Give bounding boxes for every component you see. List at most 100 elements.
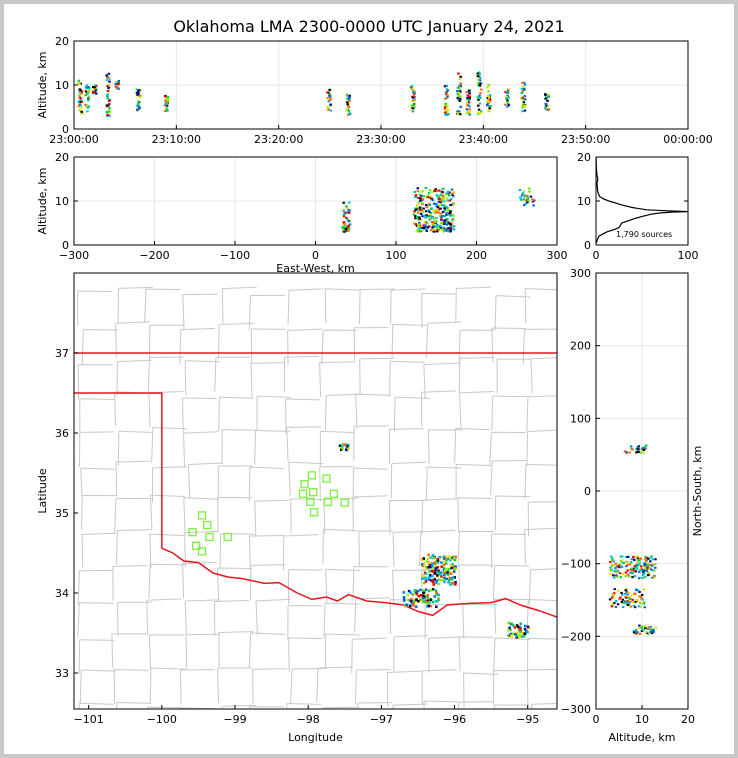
source-mark	[488, 107, 491, 110]
source-mark	[408, 599, 411, 602]
source-mark	[642, 601, 646, 604]
source-mark	[425, 228, 428, 231]
source-mark	[413, 589, 417, 593]
source-mark	[642, 451, 645, 454]
y-tick-label: 20	[55, 151, 69, 164]
source-mark	[507, 96, 510, 99]
source-mark	[519, 198, 523, 201]
source-mark	[449, 210, 452, 213]
source-mark	[544, 93, 547, 96]
source-mark	[643, 566, 647, 569]
county-boundary	[352, 495, 388, 532]
source-mark	[445, 228, 449, 231]
source-mark	[435, 591, 438, 595]
county-boundary	[351, 637, 387, 674]
source-mark	[345, 216, 348, 219]
county-boundary	[423, 362, 459, 399]
source-mark	[431, 226, 434, 229]
source-mark	[135, 104, 139, 107]
source-mark	[343, 223, 346, 226]
source-mark	[86, 92, 90, 95]
source-mark	[647, 626, 651, 629]
county-boundary	[358, 288, 395, 324]
county-boundary	[324, 393, 361, 430]
source-mark	[642, 449, 646, 452]
source-mark	[468, 97, 472, 100]
source-mark	[610, 605, 614, 608]
source-mark	[424, 580, 428, 583]
source-mark	[457, 91, 461, 94]
x-tick-label: −200	[139, 249, 169, 262]
source-mark	[505, 97, 509, 100]
source-mark	[79, 108, 82, 111]
source-mark	[545, 104, 548, 107]
source-mark	[346, 206, 349, 209]
source-mark	[445, 109, 449, 112]
source-mark	[419, 212, 423, 215]
source-mark	[466, 104, 469, 107]
source-mark	[642, 571, 645, 574]
source-mark	[439, 201, 442, 204]
source-mark	[427, 553, 430, 557]
source-mark	[457, 98, 460, 101]
x-tick-label: 23:00:00	[49, 133, 98, 146]
source-mark	[412, 599, 416, 603]
county-boundary	[147, 356, 184, 392]
source-mark	[632, 631, 636, 634]
source-mark	[627, 598, 631, 601]
source-mark	[418, 221, 421, 224]
source-mark	[409, 591, 412, 594]
source-mark	[424, 186, 428, 189]
source-mark	[520, 92, 524, 95]
source-mark	[454, 580, 457, 584]
source-mark	[422, 589, 425, 592]
x-tick-label: 23:40:00	[459, 133, 508, 146]
source-mark	[77, 105, 81, 108]
source-mark	[342, 201, 345, 204]
source-mark	[428, 561, 432, 564]
source-mark	[443, 97, 447, 100]
source-mark	[430, 569, 434, 573]
source-mark	[425, 572, 428, 576]
source-mark	[438, 555, 441, 559]
source-mark	[341, 447, 344, 450]
source-mark	[446, 573, 450, 576]
source-mark	[621, 606, 625, 609]
source-mark	[443, 580, 446, 584]
source-mark	[515, 634, 518, 638]
source-mark	[651, 569, 655, 572]
source-mark	[612, 602, 616, 605]
source-mark	[348, 99, 351, 102]
source-mark	[344, 228, 348, 231]
source-mark	[630, 567, 633, 570]
source-mark	[424, 204, 428, 207]
histogram-frame	[595, 156, 689, 246]
source-mark	[420, 190, 423, 193]
source-mark	[163, 95, 167, 98]
source-mark	[421, 201, 424, 204]
source-mark	[422, 224, 426, 227]
source-mark	[624, 589, 627, 592]
county-boundary	[80, 467, 116, 503]
source-mark	[451, 219, 454, 222]
source-mark	[422, 207, 425, 210]
source-mark	[106, 89, 110, 92]
northsouth-frame	[595, 272, 689, 710]
source-mark	[413, 92, 416, 95]
source-mark	[87, 99, 90, 102]
x-tick-label: 300	[547, 249, 568, 262]
source-mark	[424, 576, 428, 580]
source-mark	[448, 578, 451, 582]
source-mark	[637, 627, 641, 630]
county-boundary	[148, 391, 184, 428]
source-mark	[440, 218, 443, 221]
source-mark	[445, 88, 449, 91]
source-mark	[428, 225, 431, 228]
source-mark	[421, 203, 424, 206]
source-mark	[414, 196, 418, 199]
source-mark	[80, 110, 83, 113]
source-mark	[510, 622, 514, 626]
source-mark	[85, 91, 88, 94]
source-mark	[424, 216, 427, 219]
source-mark	[84, 94, 88, 97]
